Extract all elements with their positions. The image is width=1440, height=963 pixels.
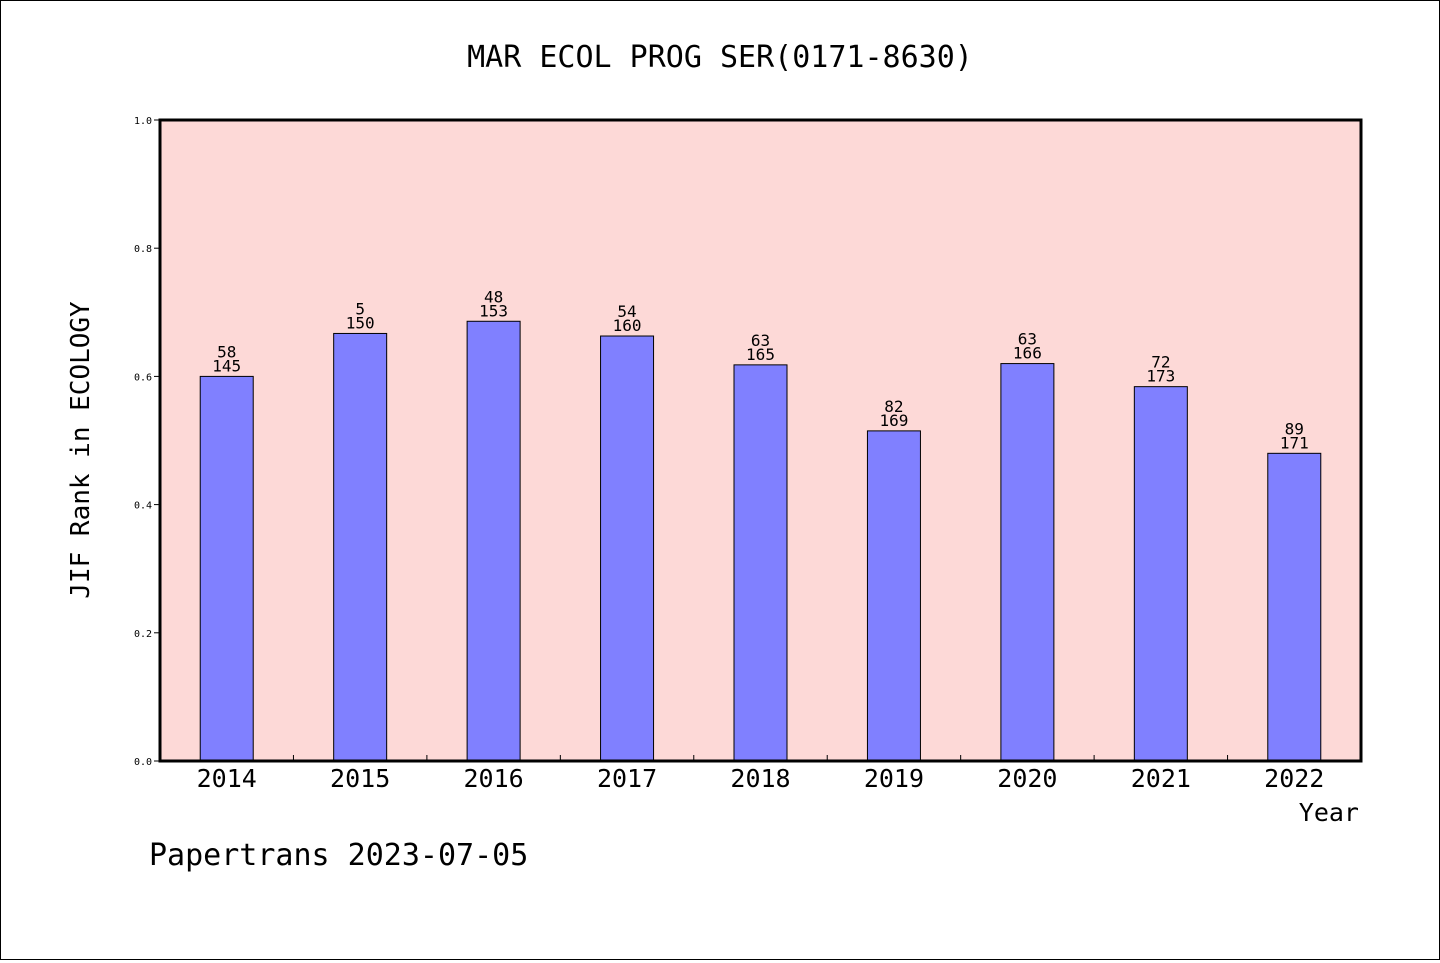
y-tick-label: 0.0 <box>134 757 152 768</box>
bar <box>600 335 655 762</box>
x-tick-label: 2016 <box>464 764 524 793</box>
x-tick-label: 2022 <box>1264 764 1324 793</box>
bar-label-bottom: 153 <box>479 301 508 320</box>
bar-label-bottom: 165 <box>746 345 775 364</box>
bar-label-top: 58 <box>217 342 236 361</box>
bar <box>199 375 254 762</box>
bar-label-bottom: 173 <box>1146 367 1175 386</box>
bar-label-bottom: 145 <box>212 356 241 375</box>
bar-label-top: 5 <box>355 299 365 318</box>
x-tick-label: 2020 <box>997 764 1057 793</box>
x-tick-label: 2017 <box>597 764 657 793</box>
x-tick-label: 2018 <box>730 764 790 793</box>
x-axis-ticks: 2014 2015 2016 2017 2018 2019 2020 2021 2022 <box>197 755 1324 793</box>
x-tick-label: 2019 <box>864 764 924 793</box>
y-tick-label: 0.8 <box>134 244 152 255</box>
bar <box>466 320 521 762</box>
bar-label-top: 63 <box>751 331 770 350</box>
bar-label-top: 54 <box>617 302 636 321</box>
y-tick-label: 0.2 <box>134 629 152 640</box>
y-tick-label: 1.0 <box>134 116 152 127</box>
bar <box>1267 452 1322 762</box>
plot-border <box>158 118 1363 763</box>
bar <box>1133 386 1188 762</box>
bar <box>733 364 788 762</box>
bar-label-bottom: 169 <box>879 411 908 430</box>
x-tick-label: 2014 <box>197 764 257 793</box>
bar <box>333 332 388 762</box>
bar <box>866 430 921 762</box>
y-axis-ticks: 0.0 0.2 0.4 0.6 0.8 1.0 <box>134 116 160 768</box>
bar-label-top: 89 <box>1285 419 1304 438</box>
bar-label-top: 72 <box>1151 353 1170 372</box>
bar <box>1000 363 1055 762</box>
footer-credit: Papertrans 2023-07-05 <box>149 838 528 873</box>
bar-label-bottom: 166 <box>1013 344 1042 363</box>
y-axis-label: JIF Rank in ECOLOGY <box>66 301 96 599</box>
bar-label-top: 63 <box>1018 330 1037 349</box>
bar-label-bottom: 171 <box>1280 433 1309 452</box>
x-axis-label: Year <box>1299 798 1359 827</box>
y-tick-label: 0.4 <box>134 501 152 512</box>
bar-label-top: 48 <box>484 287 503 306</box>
bar-label-bottom: 150 <box>346 313 375 332</box>
x-tick-label: 2021 <box>1131 764 1191 793</box>
x-tick-label: 2015 <box>330 764 390 793</box>
y-tick-label: 0.6 <box>134 372 152 383</box>
bar-label-top: 82 <box>884 397 903 416</box>
chart-title: MAR ECOL PROG SER(0171-8630) <box>467 40 973 75</box>
bar-label-bottom: 160 <box>613 316 642 335</box>
